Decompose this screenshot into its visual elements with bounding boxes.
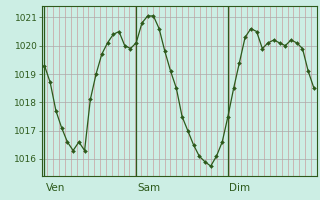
Text: Dim: Dim [229, 183, 251, 193]
Text: Sam: Sam [138, 183, 161, 193]
Text: Ven: Ven [46, 183, 65, 193]
